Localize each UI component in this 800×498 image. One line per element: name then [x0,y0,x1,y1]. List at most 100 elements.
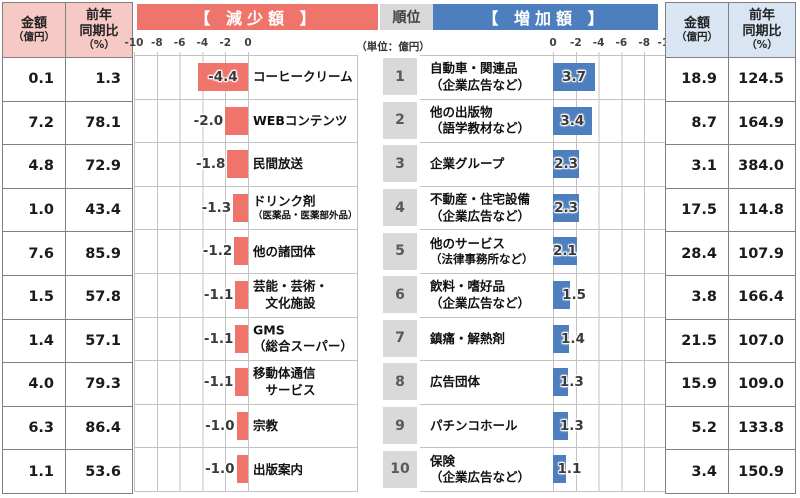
yoy-cell: 124.5 [729,57,795,101]
rank-badge: 10 [383,450,417,488]
chart-row: 1.1 保険 （企業広告など） [420,448,668,492]
amount-cell: 1.1 [3,449,66,493]
category-label: 宗教 [253,418,354,435]
increase-bars-panel: 3.7 自動車・関連品 （企業広告など） 3.4 他の出版物 （語学教材など） 2.3 企業グ… [420,52,668,492]
yoy-cell: 72.9 [66,144,132,188]
category-label-line: 移動体通信 [253,365,316,381]
yoy-cell: 166.4 [729,274,795,319]
category-label: パチンコホール [430,418,552,435]
bar-value-label: 2.1 [553,243,577,260]
yoy-cell: 150.9 [729,449,795,493]
category-label-line: （企業広告など） [430,295,531,311]
chart-row: 1.4 鎮痛・解熱剤 [420,318,668,362]
rank-badge: 3 [383,145,417,183]
yoy-header: 前年 同期比 （%） [729,3,795,57]
category-label-line: 他の諸団体 [253,243,316,259]
category-label-line: 飲料・嗜好品 [430,278,506,294]
yoy-cell: 107.9 [729,231,795,275]
chart-row: 2.3 不動産・住宅設備 （企業広告など） [420,187,668,231]
amount-header-line: （億円） [13,31,55,44]
amount-cell: 1.4 [3,318,66,363]
chart-row: -4.4 コーヒークリーム [134,56,357,100]
category-label-line: 出版案内 [253,461,304,477]
decrease-bar [225,106,248,135]
rank-column: 1 2 3 4 5 6 7 8 9 10 [383,55,417,491]
yoy-cell: 57.1 [66,318,132,363]
bar-value-label: 1.4 [560,330,585,347]
rank-slot: 10 [383,447,417,491]
increase-bar [553,150,580,179]
bar-value-label: -1.8 [195,156,226,173]
category-label: 移動体通信 サービス [253,366,354,399]
yoy-header-line: 同期比 [742,23,782,39]
bar-value-label: -1.1 [203,374,234,391]
category-label: 自動車・関連品 （企業広告など） [430,61,552,94]
rank-slot: 5 [383,229,417,273]
category-label-line: 宗教 [253,417,279,433]
amount-cell: 28.4 [666,231,729,275]
yoy-header-line: 同期比 [79,23,119,39]
rank-slot: 3 [383,142,417,186]
amount-header: 金額 （億円） [3,3,66,57]
amount-cell: 18.9 [666,57,729,101]
category-label-line: 不動産・住宅設備 [430,191,531,207]
bar-value-label: -1.1 [203,286,234,303]
rank-badge: 7 [383,319,417,357]
yoy-cell: 384.0 [729,144,795,188]
bar-value-label: -1.2 [202,243,233,260]
yoy-header: 前年 同期比 （%） [66,3,132,57]
amount-cell: 15.9 [666,362,729,406]
yoy-cell: 85.9 [66,231,132,275]
category-label-line: （法律事務所など） [430,252,534,267]
decrease-axis: -10 -8 -6 -4 -2 0 [125,37,252,50]
chart-row: -1.0 宗教 [134,405,357,449]
yoy-cell: 78.1 [66,100,132,145]
axis-tick-label: -6 [173,37,186,49]
category-label-line: （総合スーパー） [253,338,353,354]
category-label: 不動産・住宅設備 （企業広告など） [430,192,552,225]
rank-badge: 6 [383,276,417,314]
increase-bar [553,237,577,266]
rank-slot: 4 [383,186,417,230]
category-label-line: （企業広告など） [430,208,531,224]
chart-row: 1.5 飲料・嗜好品 （企業広告など） [420,274,668,318]
category-label-line: GMS [253,322,285,338]
amount-cell: 8.7 [666,100,729,145]
category-label-line: （企業広告など） [430,77,531,93]
rank-column-header: 順位 [380,4,433,30]
amount-cell: 7.6 [3,231,66,275]
amount-cell: 3.8 [666,274,729,319]
chart-row: 1.3 パチンコホール [420,405,668,449]
amount-cell: 4.0 [3,362,66,406]
axis-tick-label: -2 [569,37,582,49]
decrease-bars-panel: -4.4 コーヒークリーム -2.0 WEBコンテンツ -1.8 民間放送 -1.3 ドリンク… [134,52,358,492]
chart-row: -1.0 出版案内 [134,448,357,492]
yoy-cell: 53.6 [66,449,132,493]
decrease-bar [227,150,248,179]
category-label: 他のサービス （法律事務所など） [430,236,552,268]
yoy-header-line: 前年 [85,8,112,24]
amount-cell: 1.0 [3,187,66,232]
yoy-cell: 107.0 [729,318,795,363]
bar-value-label: -1.1 [203,330,234,347]
decrease-bar [197,63,248,91]
yoy-cell: 109.0 [729,362,795,406]
chart-row: -1.2 他の諸団体 [134,230,357,274]
bar-value-label: 1.3 [559,417,584,434]
increase-bar [553,280,571,309]
amount-cell: 21.5 [666,318,729,363]
amount-cell: 3.4 [666,449,729,493]
chart-row: -1.1 GMS （総合スーパー） [134,318,357,362]
decrease-bar [235,324,248,353]
chart-row: 3.7 自動車・関連品 （企業広告など） [420,56,668,100]
bar-value-label: -1.0 [205,417,235,434]
bar-value-label: 1.5 [562,286,587,303]
decrease-bar [236,411,248,440]
increase-bar [553,193,580,222]
rank-badge: 1 [383,58,417,96]
rank-slot: 1 [383,55,417,99]
bar-value-label: -1.3 [201,199,232,216]
category-label-line: （語学教材など） [430,120,531,136]
category-label-line: 鎮痛・解熱剤 [430,330,506,346]
